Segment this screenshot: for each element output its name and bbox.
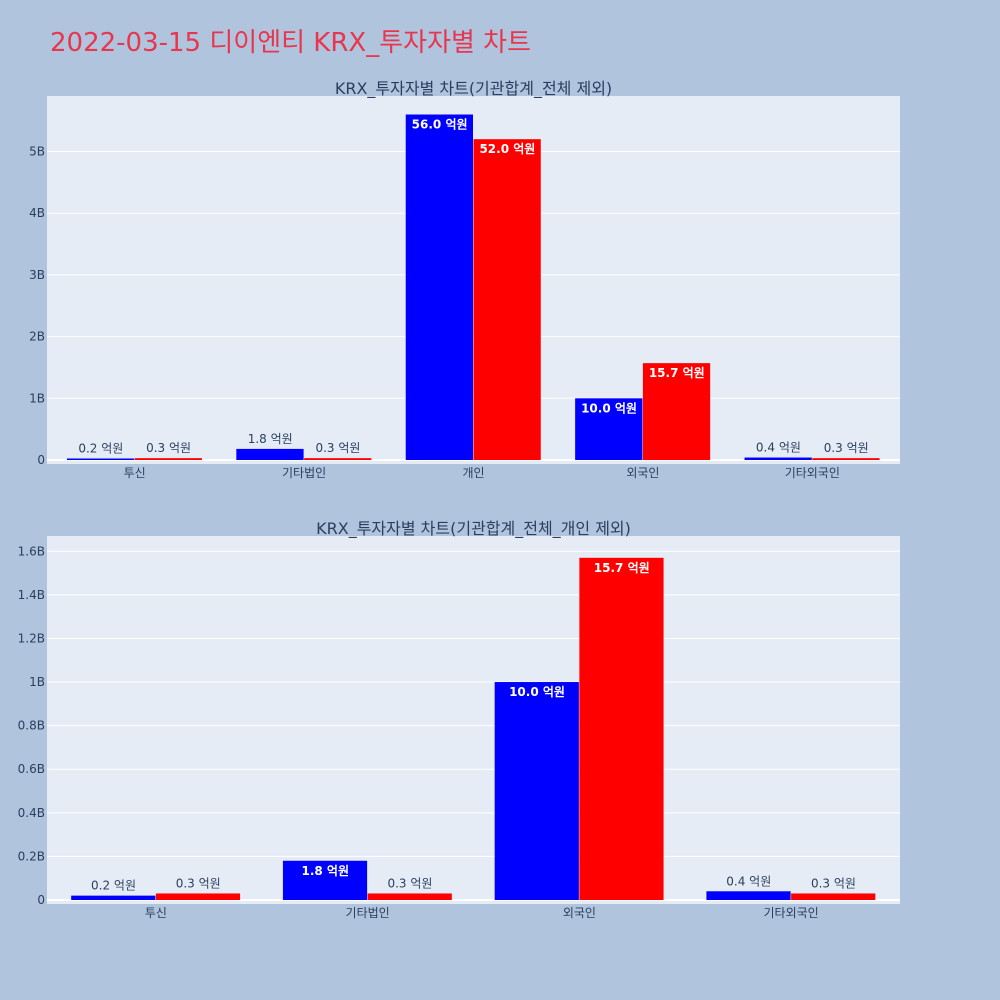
bar (236, 448, 304, 460)
bar (812, 458, 880, 460)
bar (575, 398, 643, 460)
y-tick-label: 4B (29, 206, 45, 220)
bar (791, 893, 876, 900)
y-tick-label: 2B (29, 330, 45, 344)
bar (642, 363, 711, 460)
bar-value-label: 0.3 억원 (315, 441, 360, 455)
bar (579, 557, 664, 900)
y-tick-label: 3B (29, 268, 45, 282)
x-tick-label: 기타법인 (282, 466, 326, 480)
y-tick-label: 1B (29, 391, 45, 405)
bar-value-label: 1.8 억원 (248, 432, 293, 446)
bar-value-label: 0.4 억원 (726, 874, 771, 888)
bar (66, 458, 135, 460)
bar (282, 860, 368, 900)
x-tick-label: 투신 (145, 906, 167, 920)
bar-value-label: 10.0 억원 (509, 685, 565, 699)
x-tick-label: 기타외국인 (785, 466, 840, 480)
bar (405, 114, 473, 460)
chart-title: KRX_투자자별 차트(기관합계_전체 제외) (335, 79, 612, 99)
y-tick-label: 1.4B (18, 588, 45, 602)
chart-title: KRX_투자자별 차트(기관합계_전체_개인 제외) (316, 519, 631, 539)
bar-value-label: 15.7 억원 (649, 366, 705, 380)
y-tick-label: 0.6B (18, 762, 45, 776)
bar (134, 458, 202, 460)
page-title: 2022-03-15 디이엔티 KRX_투자자별 차트 (50, 28, 532, 58)
bar-value-label: 10.0 억원 (581, 401, 637, 415)
bar-value-label: 52.0 억원 (479, 142, 535, 156)
x-tick-label: 기타법인 (346, 906, 390, 920)
y-tick-label: 1.2B (18, 631, 45, 645)
y-tick-label: 0 (37, 453, 45, 467)
y-tick-label: 0.2B (18, 849, 45, 863)
investor-chart-all: KRX_투자자별 차트(기관합계_전체 제외) 0 1B 2B 3B 4B 5B 투신0.2 … (29, 79, 900, 480)
y-tick-label: 5B (29, 145, 45, 159)
y-tick-label: 0.4B (18, 806, 45, 820)
bar (473, 139, 541, 460)
bar (367, 893, 452, 900)
bar-value-label: 0.3 억원 (387, 876, 432, 890)
x-tick-label: 투신 (124, 466, 146, 480)
y-tick-label: 0 (37, 893, 45, 907)
bar-value-label: 15.7 억원 (594, 561, 650, 575)
bar-value-label: 0.2 억원 (78, 442, 123, 456)
bar-value-label: 0.3 억원 (146, 441, 191, 455)
investor-chart-excl-individual: KRX_투자자별 차트(기관합계_전체_개인 제외) 0 0.2B 0.4B 0.6B 0… (18, 519, 900, 920)
bar (71, 895, 156, 900)
plot-area (47, 536, 900, 904)
x-tick-label: 외국인 (626, 466, 659, 480)
x-tick-label: 기타외국인 (764, 906, 819, 920)
bar (155, 893, 241, 900)
bar-value-label: 0.2 억원 (91, 879, 136, 893)
bar-value-label: 56.0 억원 (412, 118, 468, 132)
bar-value-label: 0.3 억원 (176, 876, 221, 890)
y-tick-label: 1.6B (18, 544, 45, 558)
bar (706, 891, 791, 900)
bar (744, 457, 812, 460)
bar (304, 458, 372, 460)
bar-value-label: 0.4 억원 (756, 441, 801, 455)
x-tick-label: 개인 (462, 466, 484, 480)
bar-value-label: 0.3 억원 (824, 441, 869, 455)
y-tick-label: 0.8B (18, 719, 45, 733)
x-tick-label: 외국인 (563, 906, 596, 920)
bar-value-label: 1.8 억원 (302, 864, 350, 878)
bar (494, 682, 579, 900)
y-tick-label: 1B (29, 675, 45, 689)
bar-value-label: 0.3 억원 (811, 876, 856, 890)
